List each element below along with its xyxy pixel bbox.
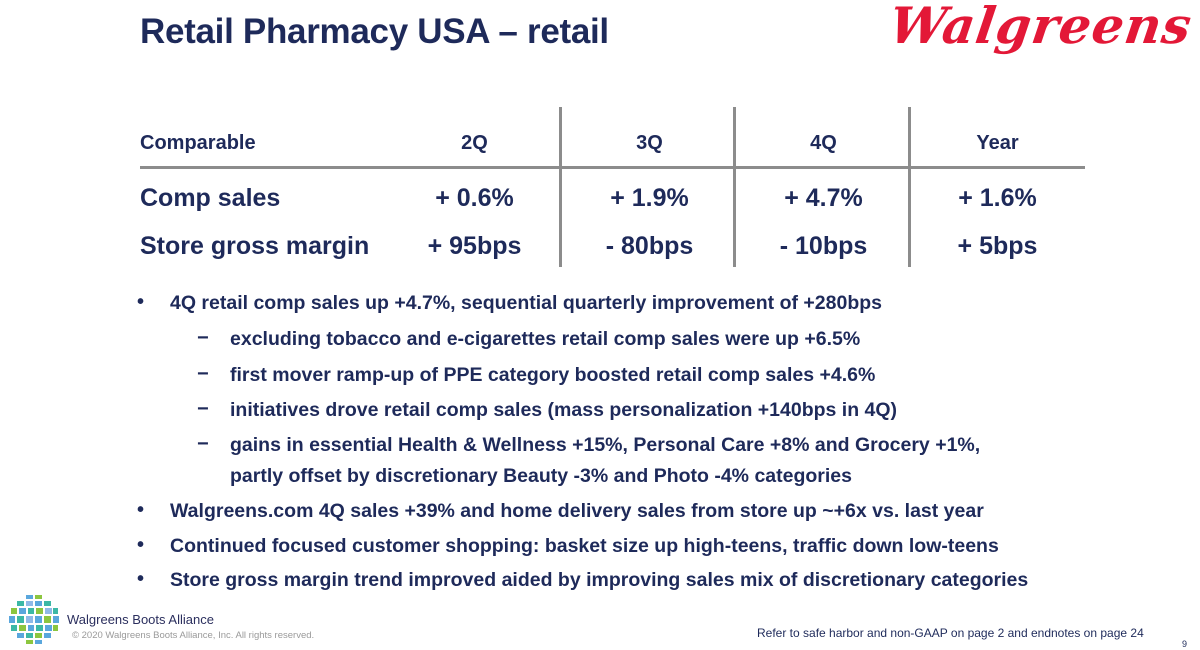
sub-bullet-item: initiatives drove retail comp sales (mas… (230, 399, 898, 421)
footer-disclaimer: Refer to safe harbor and non-GAAP on pag… (757, 626, 1144, 640)
sub-bullet-item: gains in essential Health & Wellness +15… (230, 434, 981, 456)
table-header-divider (140, 166, 1085, 169)
table-cell: + 5bps (957, 232, 1038, 260)
page-title: Retail Pharmacy USA – retail (140, 12, 609, 51)
sub-bullet-item-continued: partly offset by discretionary Beauty -3… (230, 465, 852, 487)
table-header-label: Comparable (140, 132, 256, 154)
dash-icon: − (197, 398, 209, 420)
walgreens-logo: Walgreens (886, 0, 1197, 55)
table-cell: + 95bps (427, 232, 522, 260)
table-cell: + 1.9% (610, 184, 689, 212)
bullet-icon: • (137, 534, 145, 556)
table-cell: + 1.6% (958, 184, 1037, 212)
dash-icon: − (197, 433, 209, 455)
page-number: 9 (1182, 639, 1188, 649)
footer-company-name: Walgreens Boots Alliance (67, 612, 214, 627)
bullet-icon: • (137, 291, 145, 313)
table-cell: + 0.6% (435, 184, 514, 212)
dash-icon: − (197, 327, 209, 349)
table-cell: - 10bps (779, 232, 868, 260)
dash-icon: − (197, 363, 209, 385)
table-cell: - 80bps (605, 232, 694, 260)
table-header-3q: 3Q (636, 132, 663, 154)
table-header-4q: 4Q (810, 132, 837, 154)
bullet-item: Walgreens.com 4Q sales +39% and home del… (170, 500, 984, 522)
row-label-store-gross-margin: Store gross margin (140, 232, 370, 260)
sub-bullet-item: excluding tobacco and e-cigarettes retai… (230, 328, 861, 350)
column-divider (908, 107, 911, 267)
table-header-2q: 2Q (461, 132, 488, 154)
bullet-icon: • (137, 568, 145, 590)
bullet-item: Continued focused customer shopping: bas… (170, 535, 999, 557)
sub-bullet-item: first mover ramp-up of PPE category boos… (230, 364, 876, 386)
bullet-item: 4Q retail comp sales up +4.7%, sequentia… (170, 292, 883, 314)
column-divider (733, 107, 736, 267)
bullet-icon: • (137, 499, 145, 521)
table-cell: + 4.7% (784, 184, 863, 212)
row-label-comp-sales: Comp sales (140, 184, 281, 212)
bullet-item: Store gross margin trend improved aided … (170, 569, 1029, 591)
wba-globe-logo-icon (9, 595, 59, 644)
table-header-year: Year (976, 132, 1019, 154)
column-divider (559, 107, 562, 267)
footer-copyright: © 2020 Walgreens Boots Alliance, Inc. Al… (72, 630, 315, 641)
